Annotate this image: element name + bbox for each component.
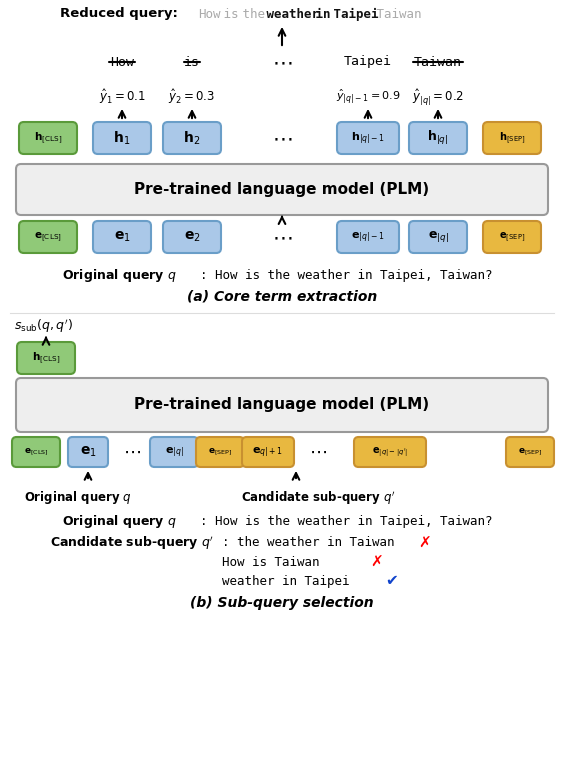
Text: Original query $q$: Original query $q$ [24, 489, 132, 506]
FancyBboxPatch shape [19, 221, 77, 253]
FancyBboxPatch shape [16, 164, 548, 215]
Text: $\hat{y}_{|q|}=0.2$: $\hat{y}_{|q|}=0.2$ [412, 87, 464, 107]
Text: $\cdots$: $\cdots$ [309, 443, 327, 461]
Text: Candidate sub-query $q'$: Candidate sub-query $q'$ [50, 534, 214, 552]
Text: ✗: ✗ [370, 555, 383, 569]
Text: Taiwan: Taiwan [414, 55, 462, 68]
Text: $\mathbf{h}_{[\mathrm{CLS}]}$: $\mathbf{h}_{[\mathrm{CLS}]}$ [32, 350, 60, 366]
Text: Taipei: Taipei [344, 55, 392, 68]
FancyBboxPatch shape [354, 437, 426, 467]
Text: the: the [235, 8, 265, 21]
Text: is: is [184, 55, 200, 68]
FancyBboxPatch shape [242, 437, 294, 467]
FancyBboxPatch shape [12, 437, 60, 467]
FancyBboxPatch shape [17, 342, 75, 374]
FancyBboxPatch shape [163, 221, 221, 253]
FancyBboxPatch shape [506, 437, 554, 467]
Text: $\mathbf{e}_{|q|-|q'|}$: $\mathbf{e}_{|q|-|q'|}$ [372, 445, 408, 459]
Text: (b) Sub-query selection: (b) Sub-query selection [190, 596, 374, 610]
FancyBboxPatch shape [93, 122, 151, 154]
Text: is: is [217, 8, 239, 21]
Text: How is Taiwan: How is Taiwan [222, 555, 319, 568]
Text: in: in [308, 8, 331, 21]
Text: : the weather in Taiwan: : the weather in Taiwan [222, 536, 394, 549]
Text: $\hat{y}_2=0.3$: $\hat{y}_2=0.3$ [169, 87, 215, 106]
Text: $\mathbf{e}_{q|+1}$: $\mathbf{e}_{q|+1}$ [253, 445, 284, 459]
Text: $\mathbf{e}_1$: $\mathbf{e}_1$ [113, 230, 130, 244]
FancyBboxPatch shape [19, 122, 77, 154]
FancyBboxPatch shape [196, 437, 244, 467]
FancyBboxPatch shape [68, 437, 108, 467]
FancyBboxPatch shape [337, 122, 399, 154]
Text: $\mathbf{e}_{[\mathrm{SEP}]}$: $\mathbf{e}_{[\mathrm{SEP}]}$ [518, 447, 542, 457]
Text: $\mathbf{h}_{[\mathrm{CLS}]}$: $\mathbf{h}_{[\mathrm{CLS}]}$ [34, 130, 62, 146]
Text: How: How [198, 8, 221, 21]
Text: $\mathbf{h}_1$: $\mathbf{h}_1$ [113, 129, 131, 147]
Text: $\cdots$: $\cdots$ [272, 227, 292, 247]
FancyBboxPatch shape [337, 221, 399, 253]
Text: $\mathbf{e}_{|q|-1}$: $\mathbf{e}_{|q|-1}$ [351, 230, 385, 244]
Text: $\mathbf{e}_{[\mathrm{CLS}]}$: $\mathbf{e}_{[\mathrm{CLS}]}$ [24, 447, 49, 457]
Text: $\mathbf{h}_2$: $\mathbf{h}_2$ [183, 129, 201, 147]
Text: Original query $q$: Original query $q$ [62, 267, 177, 283]
Text: $\mathbf{e}_2$: $\mathbf{e}_2$ [184, 230, 200, 244]
FancyBboxPatch shape [409, 221, 467, 253]
Text: $\mathbf{e}_{[\mathrm{SEP}]}$: $\mathbf{e}_{[\mathrm{SEP}]}$ [208, 447, 232, 457]
FancyBboxPatch shape [483, 122, 541, 154]
Text: $\mathbf{e}_1$: $\mathbf{e}_1$ [80, 445, 96, 459]
FancyBboxPatch shape [483, 221, 541, 253]
FancyBboxPatch shape [163, 122, 221, 154]
Text: $\mathbf{h}_{[\mathrm{SEP}]}$: $\mathbf{h}_{[\mathrm{SEP}]}$ [499, 130, 525, 146]
Text: weather: weather [259, 8, 319, 21]
Text: ✔: ✔ [385, 574, 398, 588]
FancyBboxPatch shape [409, 122, 467, 154]
FancyBboxPatch shape [16, 378, 548, 432]
Text: Pre-trained language model (PLM): Pre-trained language model (PLM) [134, 182, 430, 197]
Text: (a) Core term extraction: (a) Core term extraction [187, 289, 377, 303]
FancyBboxPatch shape [150, 437, 198, 467]
Text: $s_{\mathrm{sub}}(q,q^\prime)$: $s_{\mathrm{sub}}(q,q^\prime)$ [14, 317, 73, 335]
FancyBboxPatch shape [93, 221, 151, 253]
Text: weather in Taipei: weather in Taipei [222, 574, 350, 588]
Text: $\mathbf{h}_{|q|}$: $\mathbf{h}_{|q|}$ [428, 129, 449, 147]
Text: : How is the weather in Taipei, Taiwan?: : How is the weather in Taipei, Taiwan? [200, 516, 492, 529]
Text: $\hat{y}_1=0.1$: $\hat{y}_1=0.1$ [99, 87, 146, 106]
Text: Reduced query:: Reduced query: [60, 8, 178, 21]
Text: $\mathbf{e}_{[\mathrm{CLS}]}$: $\mathbf{e}_{[\mathrm{CLS}]}$ [34, 230, 62, 244]
Text: : How is the weather in Taipei, Taiwan?: : How is the weather in Taipei, Taiwan? [200, 269, 492, 281]
Text: Candidate sub-query $q'$: Candidate sub-query $q'$ [241, 489, 395, 507]
Text: $\cdots$: $\cdots$ [123, 443, 141, 461]
Text: Original query $q$: Original query $q$ [62, 513, 177, 531]
Text: ✗: ✗ [418, 535, 431, 551]
Text: $\mathbf{h}_{|q|-1}$: $\mathbf{h}_{|q|-1}$ [351, 130, 385, 146]
Text: Taipei: Taipei [326, 8, 378, 21]
Text: How: How [110, 55, 134, 68]
Text: $\mathbf{e}_{[\mathrm{SEP}]}$: $\mathbf{e}_{[\mathrm{SEP}]}$ [499, 230, 525, 244]
Text: $\mathbf{e}_{|q|}$: $\mathbf{e}_{|q|}$ [165, 445, 183, 459]
Text: $\mathbf{e}_{|q|}$: $\mathbf{e}_{|q|}$ [428, 230, 448, 244]
Text: Pre-trained language model (PLM): Pre-trained language model (PLM) [134, 398, 430, 413]
Text: $\hat{y}_{|q|-1}=0.9$: $\hat{y}_{|q|-1}=0.9$ [336, 88, 400, 106]
Text: Taiwan: Taiwan [369, 8, 421, 21]
Text: $\cdots$: $\cdots$ [272, 52, 292, 72]
Text: $\cdots$: $\cdots$ [272, 128, 292, 148]
